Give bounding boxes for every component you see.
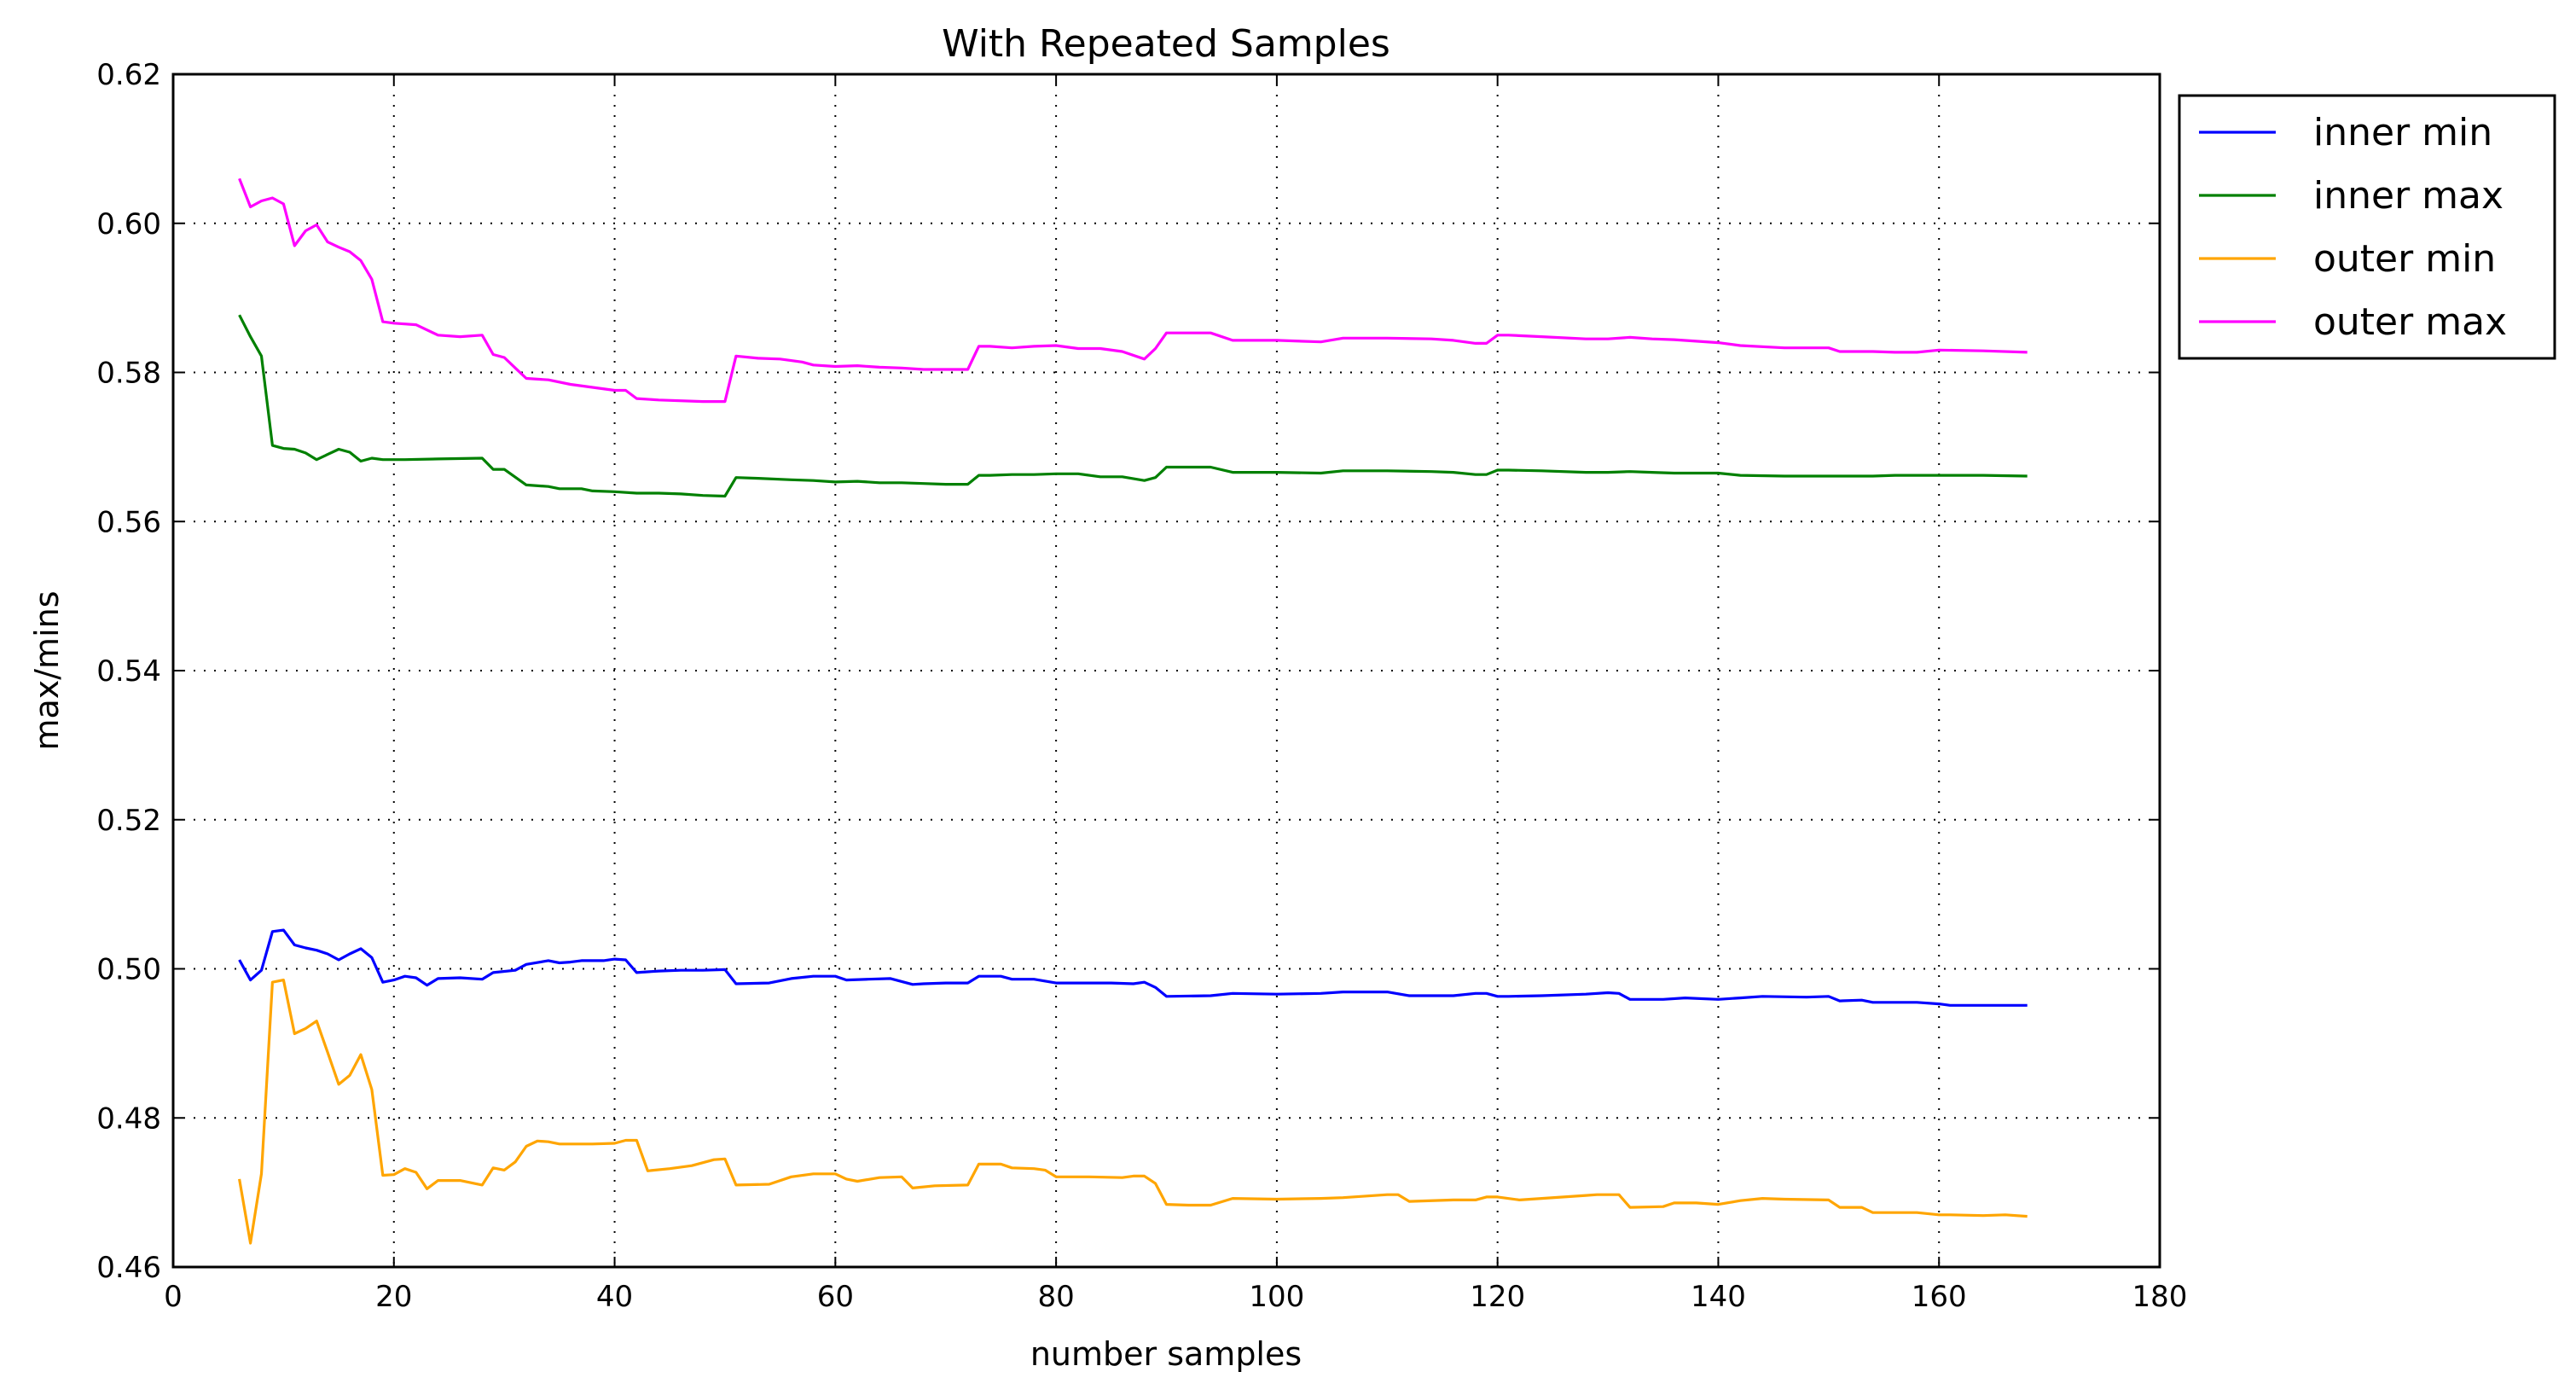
y-tick-label: 0.50	[96, 953, 161, 987]
x-tick-label: 80	[1037, 1280, 1074, 1314]
y-tick-label: 0.58	[96, 357, 161, 391]
series-layer	[238, 177, 2028, 1245]
legend-items: inner min inner max outer min outer max	[2199, 111, 2507, 344]
legend-label-inner-min: inner min	[2313, 111, 2492, 154]
y-axis-tick-labels: 0.46 0.48 0.50 0.52 0.54 0.56 0.58 0.60 0.62	[96, 58, 161, 1285]
y-tick-label: 0.60	[96, 207, 161, 241]
y-tick-label: 0.48	[96, 1101, 161, 1136]
x-tick-label: 0	[164, 1280, 183, 1314]
legend-label-outer-max: outer max	[2313, 300, 2507, 344]
x-tick-label: 60	[817, 1280, 854, 1314]
legend-label-outer-min: outer min	[2313, 237, 2496, 281]
x-tick-label: 160	[1912, 1280, 1967, 1314]
x-tick-label: 40	[596, 1280, 633, 1314]
legend-frame	[2178, 94, 2556, 360]
x-axis-label: number samples	[1030, 1335, 1302, 1373]
y-tick-label: 0.46	[96, 1251, 161, 1285]
series-line-inner-max	[238, 314, 2028, 498]
y-tick-label: 0.62	[96, 58, 161, 92]
x-tick-label: 120	[1470, 1280, 1525, 1314]
legend: inner min inner max outer min outer max	[2178, 94, 2556, 360]
x-axis-tick-labels: 0 20 40 60 80 100 120 140 160 180	[164, 1280, 2187, 1314]
y-axis-label: max/mins	[28, 590, 66, 750]
legend-label-inner-max: inner max	[2313, 174, 2503, 218]
x-tick-label: 100	[1249, 1280, 1304, 1314]
x-tick-label: 20	[375, 1280, 412, 1314]
series-line-outer-max	[238, 177, 2028, 404]
x-tick-label: 140	[1691, 1280, 1746, 1314]
grid-lines	[173, 74, 2160, 1267]
series-line-inner-min	[238, 928, 2028, 1007]
y-tick-label: 0.56	[96, 505, 161, 539]
series-line-outer-min	[238, 978, 2028, 1245]
y-tick-label: 0.52	[96, 804, 161, 838]
x-tick-label: 180	[2132, 1280, 2188, 1314]
y-tick-label: 0.54	[96, 654, 161, 689]
chart-title: With Repeated Samples	[942, 22, 1390, 66]
axis-ticks	[172, 73, 2161, 1268]
